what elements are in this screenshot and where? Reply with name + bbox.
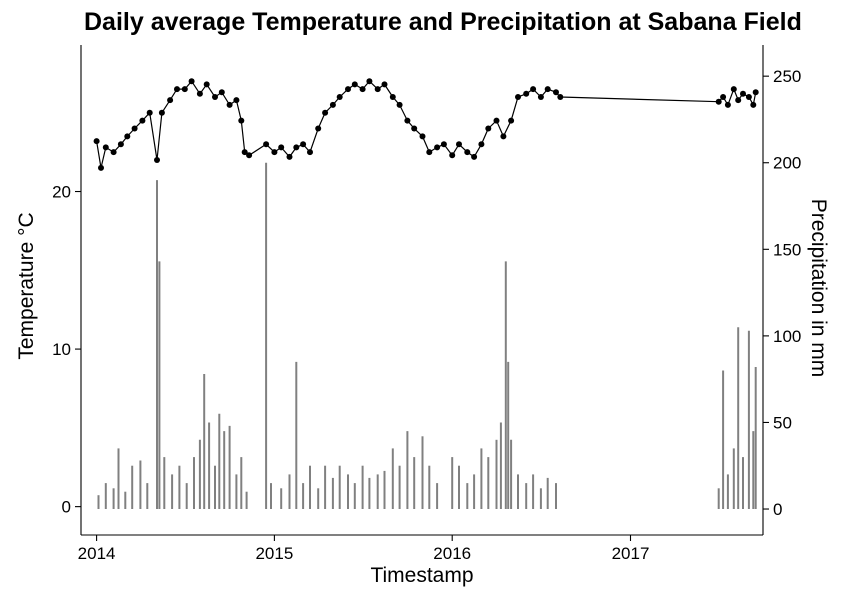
temperature-point [537,94,544,100]
temperature-point [515,94,521,100]
temperature-point [715,98,722,105]
temperature-point [117,141,124,148]
temperature-point [449,152,456,159]
temperature-point [102,144,109,151]
y2-tick-label: 50 [773,413,792,432]
x-tick-label: 2014 [78,544,116,563]
temperature-point [404,117,411,124]
x-axis-ticks: 2014 2015 2016 2017 [78,535,650,563]
temperature-point [419,133,426,140]
temperature-point [293,144,300,151]
y-axis-right-ticks: 0 50 100 150 200 250 [763,67,801,519]
temperature-point [300,141,307,148]
temperature-point [278,144,285,151]
temperature-point [411,125,418,132]
temperature-point [351,81,358,88]
temperature-point [434,144,441,151]
y2-tick-label: 200 [773,154,801,173]
precipitation-bars [97,162,757,509]
temperature-point [212,94,218,100]
temperature-point [246,152,253,159]
temperature-point [226,101,233,108]
temperature-point [139,117,146,124]
temperature-point [508,117,515,124]
temperature-point [553,89,559,96]
y2-tick-label: 150 [773,240,801,259]
temperature-point [471,153,478,160]
temperature-point [167,97,174,104]
temperature-point [493,117,500,124]
temperature-point [329,101,336,108]
temperature-point [196,90,203,97]
temperature-point [456,141,462,148]
y-tick-label: 20 [52,183,71,202]
temperature-point [98,164,104,171]
y-tick-label: 10 [52,340,71,359]
y2-tick-label: 100 [773,327,801,346]
temperature-point [730,86,737,93]
temperature-point [307,149,313,156]
temperature-point [188,78,195,85]
temperature-point [218,89,225,96]
temperature-point [374,86,381,93]
temperature-point [359,86,366,93]
temperature-point [154,157,160,163]
temperature-point [241,149,248,156]
temperature-point [478,141,485,148]
temperature-point [286,153,293,160]
temperature-point [322,109,329,116]
temperature-point [124,133,131,140]
temperature-point [530,86,537,93]
temperature-point [181,86,188,93]
temperature-series [93,78,759,171]
temperature-point [271,149,278,156]
temperature-point [366,78,373,85]
y-tick-label: 0 [62,498,71,517]
y-axis-left-ticks: 0 10 20 [52,183,81,517]
temperature-point [389,94,396,100]
temperature-point [485,125,492,132]
temperature-point [752,89,759,96]
temperature-point [238,117,245,124]
temperature-point [345,86,351,93]
x-tick-label: 2017 [612,544,650,563]
temperature-point [233,97,240,104]
x-tick-label: 2016 [433,544,471,563]
temperature-point [396,101,403,108]
temperature-point [426,149,433,156]
temperature-point [745,94,752,100]
temperature-point [336,94,343,100]
temperature-point [720,94,727,100]
temperature-point [523,90,530,97]
temperature-point [500,133,507,140]
temperature-point [203,81,210,88]
x-axis-title: Timestamp [370,564,473,587]
temperature-point [750,101,757,108]
temperature-point [158,109,165,116]
temperature-point [131,125,138,132]
temperature-point [93,138,100,145]
temperature-point [740,90,746,97]
temperature-point [464,149,471,156]
chart-title: Daily average Temperature and Precipitat… [84,8,802,36]
temperature-point [440,141,447,148]
temperature-point [381,81,388,88]
temperature-point [724,101,731,108]
temperature-point [735,97,742,104]
temperature-point [557,94,564,100]
temperature-point [315,125,322,132]
y2-tick-label: 250 [773,67,801,86]
temperature-point [110,149,117,156]
y2-tick-label: 0 [773,500,782,519]
y-axis-right-title: Precipitation in mm [807,199,830,378]
temperature-point [544,86,551,93]
temperature-point [174,86,180,93]
y-axis-left-title: Temperature °C [15,212,38,359]
temperature-point [263,141,270,148]
x-tick-label: 2015 [255,544,293,563]
temperature-point [146,109,153,116]
